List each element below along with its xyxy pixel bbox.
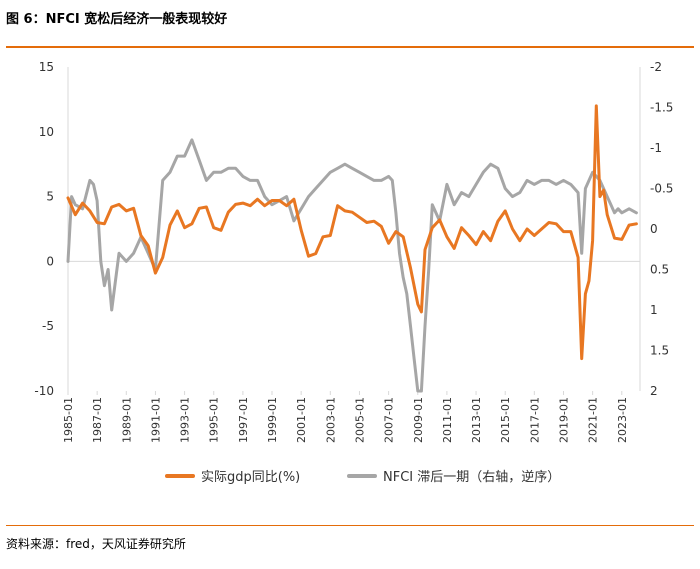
legend-item-gdp: 实际gdp同比(%)	[165, 466, 300, 485]
x-tick-label: 2007-01	[383, 397, 396, 443]
title-divider	[6, 46, 694, 48]
x-tick-label: 1987-01	[91, 397, 104, 443]
y-right-tick-label: -1.5	[650, 101, 673, 115]
y-right-tick-label: 1.5	[650, 344, 669, 358]
y-left-tick-label: 0	[46, 254, 54, 268]
x-tick-label: 2009-01	[412, 397, 425, 443]
x-tick-label: 2001-01	[295, 397, 308, 443]
source-note: 资料来源：fred，天风证券研究所	[6, 537, 186, 551]
x-tick-label: 2023-01	[616, 397, 629, 443]
chart-title: 图 6：NFCI 宽松后经济一般表现较好	[6, 12, 228, 27]
chart-canvas: 15 10 5 0 -5 -10 -2 -1.5 -1 -0.5 0 0.5 1 1.5 2 1985-01 1…	[34, 60, 673, 443]
x-tick-label: 2019-01	[557, 397, 570, 443]
y-right-tick-label: 2	[650, 384, 658, 398]
x-tick-label: 2011-01	[441, 397, 454, 443]
y-right-tick-label: 1	[650, 303, 658, 317]
x-tick-label: 2021-01	[587, 397, 600, 443]
y-left-tick-label: -10	[34, 384, 54, 398]
x-tick-label: 1999-01	[266, 397, 279, 443]
x-tick-label: 1989-01	[120, 397, 133, 443]
x-tick-label: 2015-01	[499, 397, 512, 443]
y-right-tick-label: -0.5	[650, 182, 673, 196]
legend-item-nfci: NFCI 滞后一期（右轴，逆序）	[347, 466, 560, 485]
y-left-tick-label: -5	[42, 319, 54, 333]
x-tick-label: 1985-01	[62, 397, 75, 443]
y-left-tick-label: 10	[39, 125, 54, 139]
x-tick-label: 1995-01	[208, 397, 221, 443]
series-line-gdp	[66, 104, 638, 361]
legend-swatch-nfci	[347, 473, 377, 478]
y-right-tick-label: -2	[650, 60, 662, 74]
x-tick-label: 2017-01	[528, 397, 541, 443]
x-tick-label: 1993-01	[179, 397, 192, 443]
legend-label-gdp: 实际gdp同比(%)	[201, 470, 301, 485]
y-right-tick-label: 0	[650, 222, 658, 236]
y-left-tick-label: 5	[46, 190, 54, 204]
footer-divider	[6, 525, 694, 526]
legend-swatch-gdp	[165, 473, 195, 478]
x-tick-label: 1991-01	[149, 397, 162, 443]
legend-label-nfci: NFCI 滞后一期（右轴，逆序）	[383, 470, 561, 485]
y-left-tick-label: 15	[39, 60, 54, 74]
x-tick-label: 1997-01	[237, 397, 250, 443]
y-right-tick-label: 0.5	[650, 263, 669, 277]
x-tick-label: 2013-01	[470, 397, 483, 443]
y-right-tick-label: -1	[650, 141, 662, 155]
x-tick-label: 2005-01	[353, 397, 366, 443]
x-tick-label: 2003-01	[324, 397, 337, 443]
